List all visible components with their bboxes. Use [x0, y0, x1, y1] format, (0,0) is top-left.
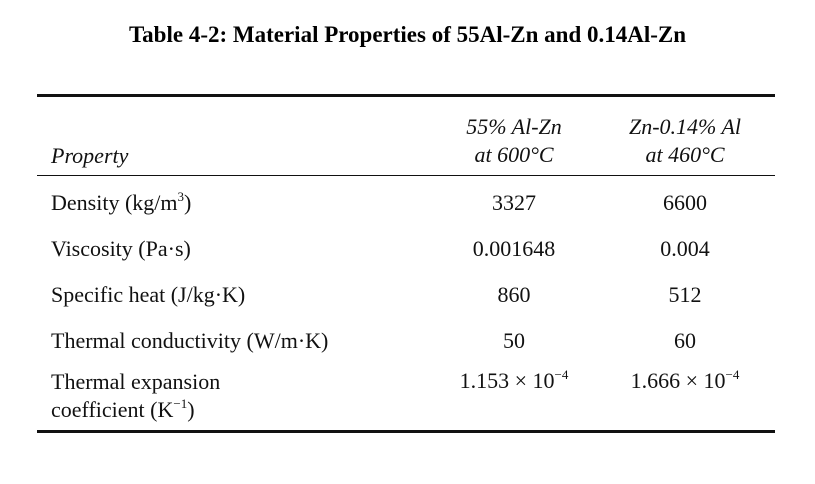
top-rule	[37, 94, 775, 97]
header-rule	[37, 175, 775, 176]
table-row-specific-heat: Specific heat (J/kg·K) 860 512	[37, 272, 775, 318]
bottom-rule	[37, 430, 775, 433]
table-row-thermal-expansion: Thermal expansion coefficient (K−1) 1.15…	[37, 364, 775, 430]
header-row: Property 55% Al-Zn at 600°C Zn-0.14% Al …	[37, 97, 775, 175]
row-label-thermal-expansion: Thermal expansion coefficient (K−1)	[51, 369, 221, 422]
cell-density-zn: 6600	[663, 190, 707, 215]
table-row-density: Density (kg/m3) 3327 6600	[37, 180, 775, 226]
table-caption: Table 4-2: Material Properties of 55Al-Z…	[128, 22, 687, 47]
cell-specific-heat-55al: 860	[497, 282, 531, 307]
cell-thermal-conductivity-zn: 60	[674, 328, 696, 353]
header-zn-014al-line1: Zn-0.14% Al	[628, 114, 742, 139]
header-55al-zn-line2: at 600°C	[474, 142, 554, 167]
cell-thermal-expansion-55al: 1.153 × 10−4	[459, 367, 569, 393]
cell-specific-heat-zn: 512	[668, 282, 702, 307]
header-zn-014al: Zn-0.14% Al at 460°C	[595, 113, 775, 169]
cell-viscosity-55al: 0.001648	[472, 236, 556, 261]
cell-thermal-expansion-zn: 1.666 × 10−4	[630, 367, 740, 393]
row-label-density: Density (kg/m3)	[51, 189, 192, 215]
table-row-thermal-conductivity: Thermal conductivity (W/m·K) 50 60	[37, 318, 775, 364]
cell-density-55al: 3327	[492, 190, 536, 215]
cell-thermal-conductivity-55al: 50	[503, 328, 525, 353]
header-55al-zn-line1: 55% Al-Zn	[466, 114, 562, 139]
row-label-viscosity: Viscosity (Pa·s)	[51, 236, 191, 261]
header-zn-014al-line2: at 460°C	[645, 142, 725, 167]
row-label-specific-heat: Specific heat (J/kg·K)	[51, 282, 246, 307]
header-property: Property	[51, 143, 129, 168]
cell-viscosity-zn: 0.004	[660, 236, 710, 261]
properties-table: Property 55% Al-Zn at 600°C Zn-0.14% Al …	[37, 94, 775, 433]
table-row-viscosity: Viscosity (Pa·s) 0.001648 0.004	[37, 226, 775, 272]
row-label-thermal-conductivity: Thermal conductivity (W/m·K)	[51, 328, 329, 353]
header-55al-zn: 55% Al-Zn at 600°C	[433, 113, 595, 169]
